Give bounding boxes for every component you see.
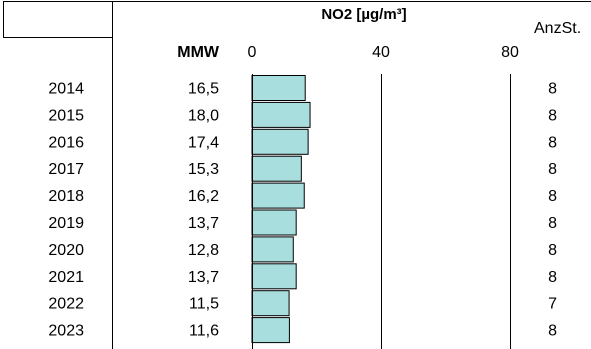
table-frame bbox=[3, 1, 591, 349]
mean-value-label: 11,6 bbox=[189, 323, 219, 340]
mean-value-label: 13,7 bbox=[188, 269, 219, 286]
bar bbox=[251, 182, 305, 209]
station-count-label: 8 bbox=[548, 81, 557, 98]
station-count-label: 8 bbox=[548, 107, 557, 124]
x-tick-label: 40 bbox=[372, 44, 390, 61]
bar bbox=[251, 290, 290, 317]
year-label: 2019 bbox=[48, 215, 84, 232]
table-row: 2016 17,4 8 bbox=[48, 128, 557, 155]
station-count-label: 8 bbox=[548, 161, 557, 178]
mean-value-label: 15,3 bbox=[188, 161, 219, 178]
table-row: 2018 16,2 8 bbox=[48, 182, 557, 209]
bar bbox=[251, 263, 297, 290]
year-label: 2017 bbox=[48, 161, 84, 178]
station-count-label: 8 bbox=[548, 134, 557, 151]
year-label: 2015 bbox=[48, 107, 84, 124]
year-label: 2016 bbox=[48, 134, 84, 151]
table-row: 2022 11,5 7 bbox=[48, 290, 557, 317]
year-label: 2020 bbox=[48, 242, 84, 259]
year-label: 2018 bbox=[48, 188, 84, 205]
mean-value-label: 17,4 bbox=[188, 134, 219, 151]
table-row: 2021 13,7 8 bbox=[48, 263, 557, 290]
mean-value-label: 13,7 bbox=[188, 215, 219, 232]
mean-value-label: 16,5 bbox=[188, 81, 219, 98]
table-row: 2019 13,7 8 bbox=[48, 209, 557, 236]
x-tick-label: 0 bbox=[248, 44, 257, 61]
x-tick-label: 80 bbox=[501, 44, 519, 61]
table-row: 2020 12,8 8 bbox=[48, 236, 557, 263]
table-row: 2014 16,5 8 bbox=[48, 75, 557, 101]
mean-value-label: 18,0 bbox=[188, 107, 219, 124]
bar bbox=[251, 236, 294, 263]
bar bbox=[251, 75, 306, 101]
bar bbox=[251, 209, 297, 236]
bar bbox=[251, 155, 302, 182]
table-row: 2015 18,0 8 bbox=[48, 101, 557, 128]
bar bbox=[251, 317, 290, 344]
mean-value-label: 12,8 bbox=[188, 242, 219, 259]
station-count-label: 8 bbox=[548, 323, 557, 340]
year-label: 2014 bbox=[48, 81, 84, 98]
year-label: 2022 bbox=[48, 296, 84, 313]
mean-value-label: 16,2 bbox=[188, 188, 219, 205]
table-row: 2017 15,3 8 bbox=[48, 155, 557, 182]
count-header: AnzSt. bbox=[534, 20, 581, 37]
station-count-label: 8 bbox=[548, 215, 557, 232]
mean-header: MMW bbox=[177, 44, 220, 61]
table-row: 2023 11,6 8 bbox=[48, 317, 557, 344]
station-count-label: 8 bbox=[548, 188, 557, 205]
year-label: 2023 bbox=[48, 323, 84, 340]
bar bbox=[251, 128, 309, 155]
station-count-label: 7 bbox=[548, 296, 557, 313]
mean-value-label: 11,5 bbox=[189, 296, 219, 313]
year-label: 2021 bbox=[48, 269, 84, 286]
station-count-label: 8 bbox=[548, 269, 557, 286]
station-count-label: 8 bbox=[548, 242, 557, 259]
bar bbox=[251, 101, 311, 128]
chart-title: NO2 [µg/m³] bbox=[321, 6, 406, 23]
